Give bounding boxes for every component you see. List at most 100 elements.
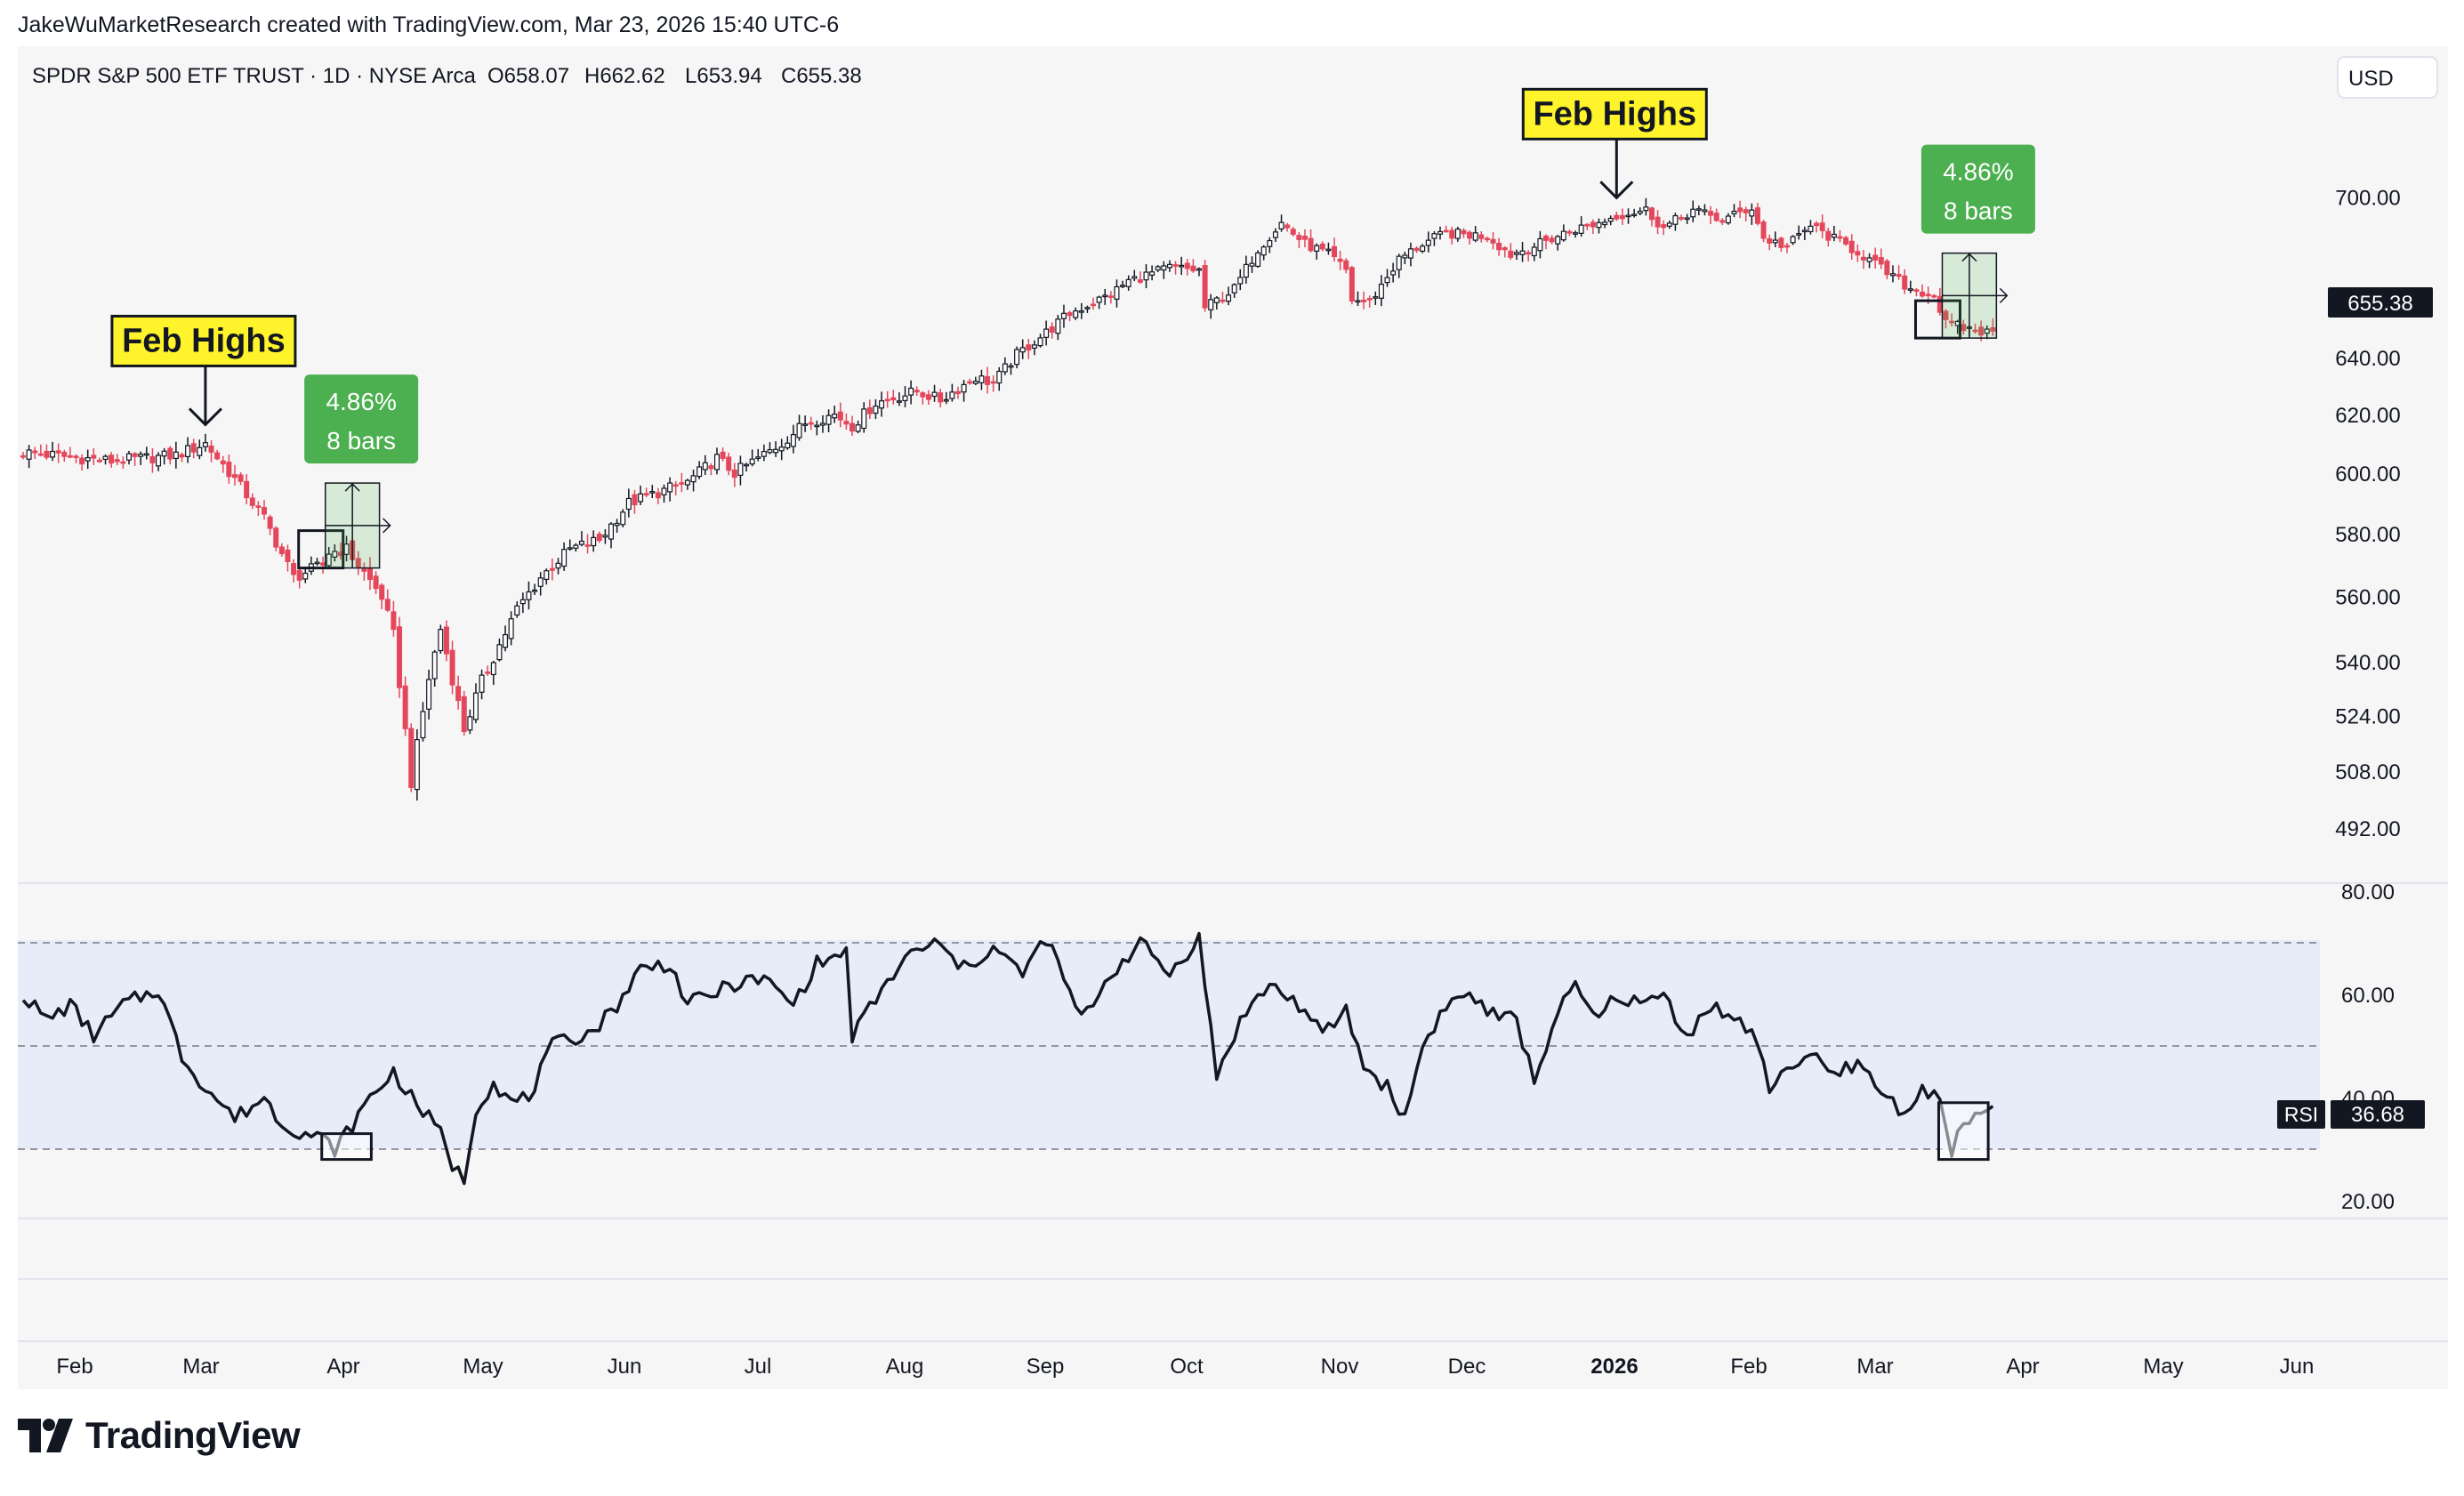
candle-body	[1296, 235, 1302, 240]
candle-body	[32, 450, 38, 454]
candle-body	[1513, 252, 1519, 255]
candle-body	[67, 454, 73, 458]
candle-body	[467, 716, 473, 731]
time-axis[interactable]: Feb Mar Apr May Jun Jul Aug Sep Oct Nov Dec 2026 Feb…	[56, 1355, 2314, 1379]
candle-body	[1267, 239, 1273, 247]
candle-body	[890, 397, 897, 401]
currency-button[interactable]	[2337, 56, 2438, 99]
candle-body	[578, 540, 584, 545]
candle-body	[1920, 291, 1926, 297]
rsi-series[interactable]	[21, 931, 1994, 1186]
candle-body	[1461, 229, 1467, 235]
candle-body	[1825, 230, 1832, 241]
candle-body	[785, 442, 791, 449]
candle-body	[1202, 265, 1208, 309]
price-tick-label: 700.00	[2335, 187, 2400, 211]
support-highlight-box[interactable]	[1913, 299, 1961, 340]
candle-body	[1337, 258, 1343, 262]
candle-body	[1631, 213, 1638, 217]
rsi-name-badge	[2277, 1100, 2325, 1129]
candle-body	[320, 562, 326, 566]
candle-body	[1332, 245, 1338, 258]
support-highlight-box[interactable]	[297, 529, 345, 570]
candle-body	[567, 547, 573, 550]
candle-body	[73, 455, 79, 459]
candle-body	[1872, 254, 1879, 261]
candle-body	[1055, 318, 1061, 334]
candle-body	[1220, 299, 1226, 302]
chart-background	[18, 46, 2448, 1389]
tradingview-logo[interactable]: TradingView	[18, 1414, 301, 1457]
candle-body	[1467, 231, 1473, 239]
time-tick-label: Sep	[1027, 1355, 1065, 1379]
candle-body	[1754, 207, 1760, 224]
candle-body	[1478, 234, 1485, 239]
feb-highs-callout-box[interactable]	[1521, 87, 1708, 141]
candle-body	[1790, 236, 1796, 244]
candle-body	[1172, 264, 1179, 267]
candle-body	[1972, 329, 1978, 333]
measure-label-box[interactable]	[304, 374, 419, 464]
candle-body	[519, 599, 526, 605]
candle-body	[414, 739, 420, 791]
candle-body	[179, 454, 185, 458]
measure-label-box[interactable]	[1920, 144, 2035, 234]
candle-body	[143, 453, 149, 456]
candle-body	[1002, 363, 1008, 373]
candle-body	[132, 453, 138, 457]
candle-body	[1143, 271, 1149, 281]
candle-body	[391, 611, 397, 631]
candle-body	[679, 482, 685, 485]
candle-body	[972, 381, 978, 384]
candle-body	[431, 651, 438, 680]
candle-body	[1137, 279, 1143, 283]
candle-body	[61, 451, 68, 457]
candle-body	[1043, 328, 1050, 338]
candle-body	[79, 457, 85, 465]
chart-caption: JakeWuMarketResearch created with Tradin…	[18, 12, 840, 37]
candle-body	[1190, 265, 1196, 272]
rsi-oversold-highlight-box[interactable]	[1937, 1101, 1990, 1162]
candle-body	[120, 461, 126, 464]
candle-body	[1902, 275, 1908, 290]
candle-body	[866, 406, 873, 414]
feb-highs-callout-box[interactable]	[110, 314, 297, 367]
candle-body	[544, 570, 550, 580]
candle-body	[1084, 307, 1091, 310]
symbol-title[interactable]: SPDR S&P 500 ETF TRUST · 1D · NYSE Arca	[32, 64, 476, 88]
candle-body	[808, 422, 814, 425]
candle-body	[943, 398, 949, 402]
candle-body	[1578, 224, 1584, 234]
candle-body	[296, 570, 302, 581]
drawings-layer[interactable]: Feb Highs Feb Highs 4.86% 8 bars 4.86% 8 bars	[110, 87, 2035, 1162]
candle-body	[37, 453, 44, 456]
candle-body	[1584, 223, 1590, 227]
candlestick-series[interactable]	[20, 197, 1996, 801]
candle-body	[1607, 217, 1614, 222]
candle-body	[1078, 310, 1084, 313]
feb-highs-label: Feb Highs	[122, 322, 286, 359]
candle-body	[314, 561, 320, 565]
candle-body	[1420, 245, 1426, 252]
candle-body	[638, 493, 644, 503]
candle-body	[1502, 247, 1508, 251]
candle-body	[814, 424, 820, 428]
candle-body	[573, 544, 579, 549]
time-tick-label: Jun	[608, 1355, 642, 1379]
rsi-oversold-highlight-box[interactable]	[320, 1132, 373, 1162]
candle-body	[620, 511, 626, 526]
candle-body	[208, 445, 214, 453]
candle-body	[914, 390, 920, 393]
candle-body	[361, 568, 367, 572]
candle-body	[273, 527, 279, 548]
last-price-badge	[2328, 287, 2433, 318]
time-tick-label: Oct	[1170, 1355, 1204, 1379]
candle-body	[278, 546, 285, 555]
candle-body	[102, 455, 109, 461]
candle-body	[326, 553, 332, 567]
candle-body	[884, 398, 890, 402]
candle-body	[526, 591, 532, 600]
candle-body	[291, 563, 297, 575]
